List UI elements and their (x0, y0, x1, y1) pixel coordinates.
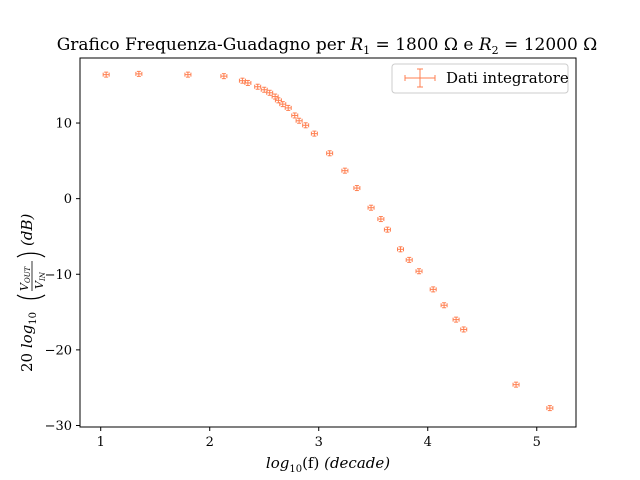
data-series-points (102, 70, 554, 412)
legend: Dati integratore (391, 63, 569, 94)
data-point (102, 71, 110, 78)
chart-title: Grafico Frequenza-Guadagno per R1 = 1800… (57, 35, 598, 57)
data-point (383, 226, 391, 233)
legend-label: Dati integratore (446, 69, 569, 87)
x-tick-label: 3 (315, 435, 323, 450)
data-point (341, 167, 349, 174)
data-point (512, 381, 520, 388)
data-point (238, 77, 246, 84)
data-point (415, 268, 423, 275)
title-r1-subscript: 1 (363, 44, 370, 57)
data-point (452, 316, 460, 323)
data-point (291, 112, 299, 119)
svg-text:20 log10: 20 log10 (18, 312, 39, 372)
y-tick-label: −30 (45, 419, 72, 434)
svg-text:VIN: VIN (33, 271, 47, 289)
data-point (254, 83, 262, 90)
x-tick-label: 2 (206, 435, 214, 450)
svg-text:VOUT: VOUT (18, 265, 32, 291)
svg-text:(dB): (dB) (18, 214, 36, 246)
legend-marker-icon (404, 68, 436, 88)
data-point (377, 216, 385, 223)
y-tick-label: 0 (64, 192, 72, 207)
data-point (135, 70, 143, 77)
title-r2-value: = 12000 Ω (499, 35, 598, 55)
plot-area-frame (79, 57, 577, 428)
data-point (266, 89, 274, 96)
data-point (326, 150, 334, 157)
x-axis-label: log10(f) (decade) (266, 454, 390, 475)
data-point (279, 101, 287, 108)
y-tick-label: −20 (45, 343, 72, 358)
data-point (429, 286, 437, 293)
data-point (396, 246, 404, 253)
title-r1-symbol: R (349, 35, 363, 55)
data-point (367, 204, 375, 211)
title-prefix: Grafico Frequenza-Guadagno per (57, 35, 351, 55)
y-axis-label: 20 log10 VOUT VIN (dB) (16, 214, 47, 372)
data-point (302, 122, 310, 129)
legend-box (391, 63, 569, 94)
y-tick-label: 10 (55, 117, 72, 132)
data-point (284, 104, 292, 111)
y-axis-ticks: 10 0 −10 −20 −30 (45, 117, 80, 434)
title-r1-value: = 1800 Ω e (370, 35, 479, 55)
x-axis-ticks: 1 2 3 4 5 (97, 427, 541, 450)
data-point (244, 79, 252, 86)
data-point (310, 130, 318, 137)
data-point (546, 405, 554, 412)
data-point (184, 71, 192, 78)
data-point (260, 86, 268, 93)
data-point (460, 326, 468, 333)
x-tick-label: 1 (97, 435, 105, 450)
title-r2-symbol: R (478, 35, 492, 55)
x-tick-label: 5 (533, 435, 541, 450)
x-tick-label: 4 (424, 435, 432, 450)
data-point (295, 117, 303, 124)
y-tick-label: −10 (45, 268, 72, 283)
data-point (271, 93, 279, 100)
data-point (440, 302, 448, 309)
data-point (405, 256, 413, 263)
data-point (220, 73, 228, 80)
title-r2-subscript: 2 (492, 44, 499, 57)
data-point (353, 185, 361, 192)
